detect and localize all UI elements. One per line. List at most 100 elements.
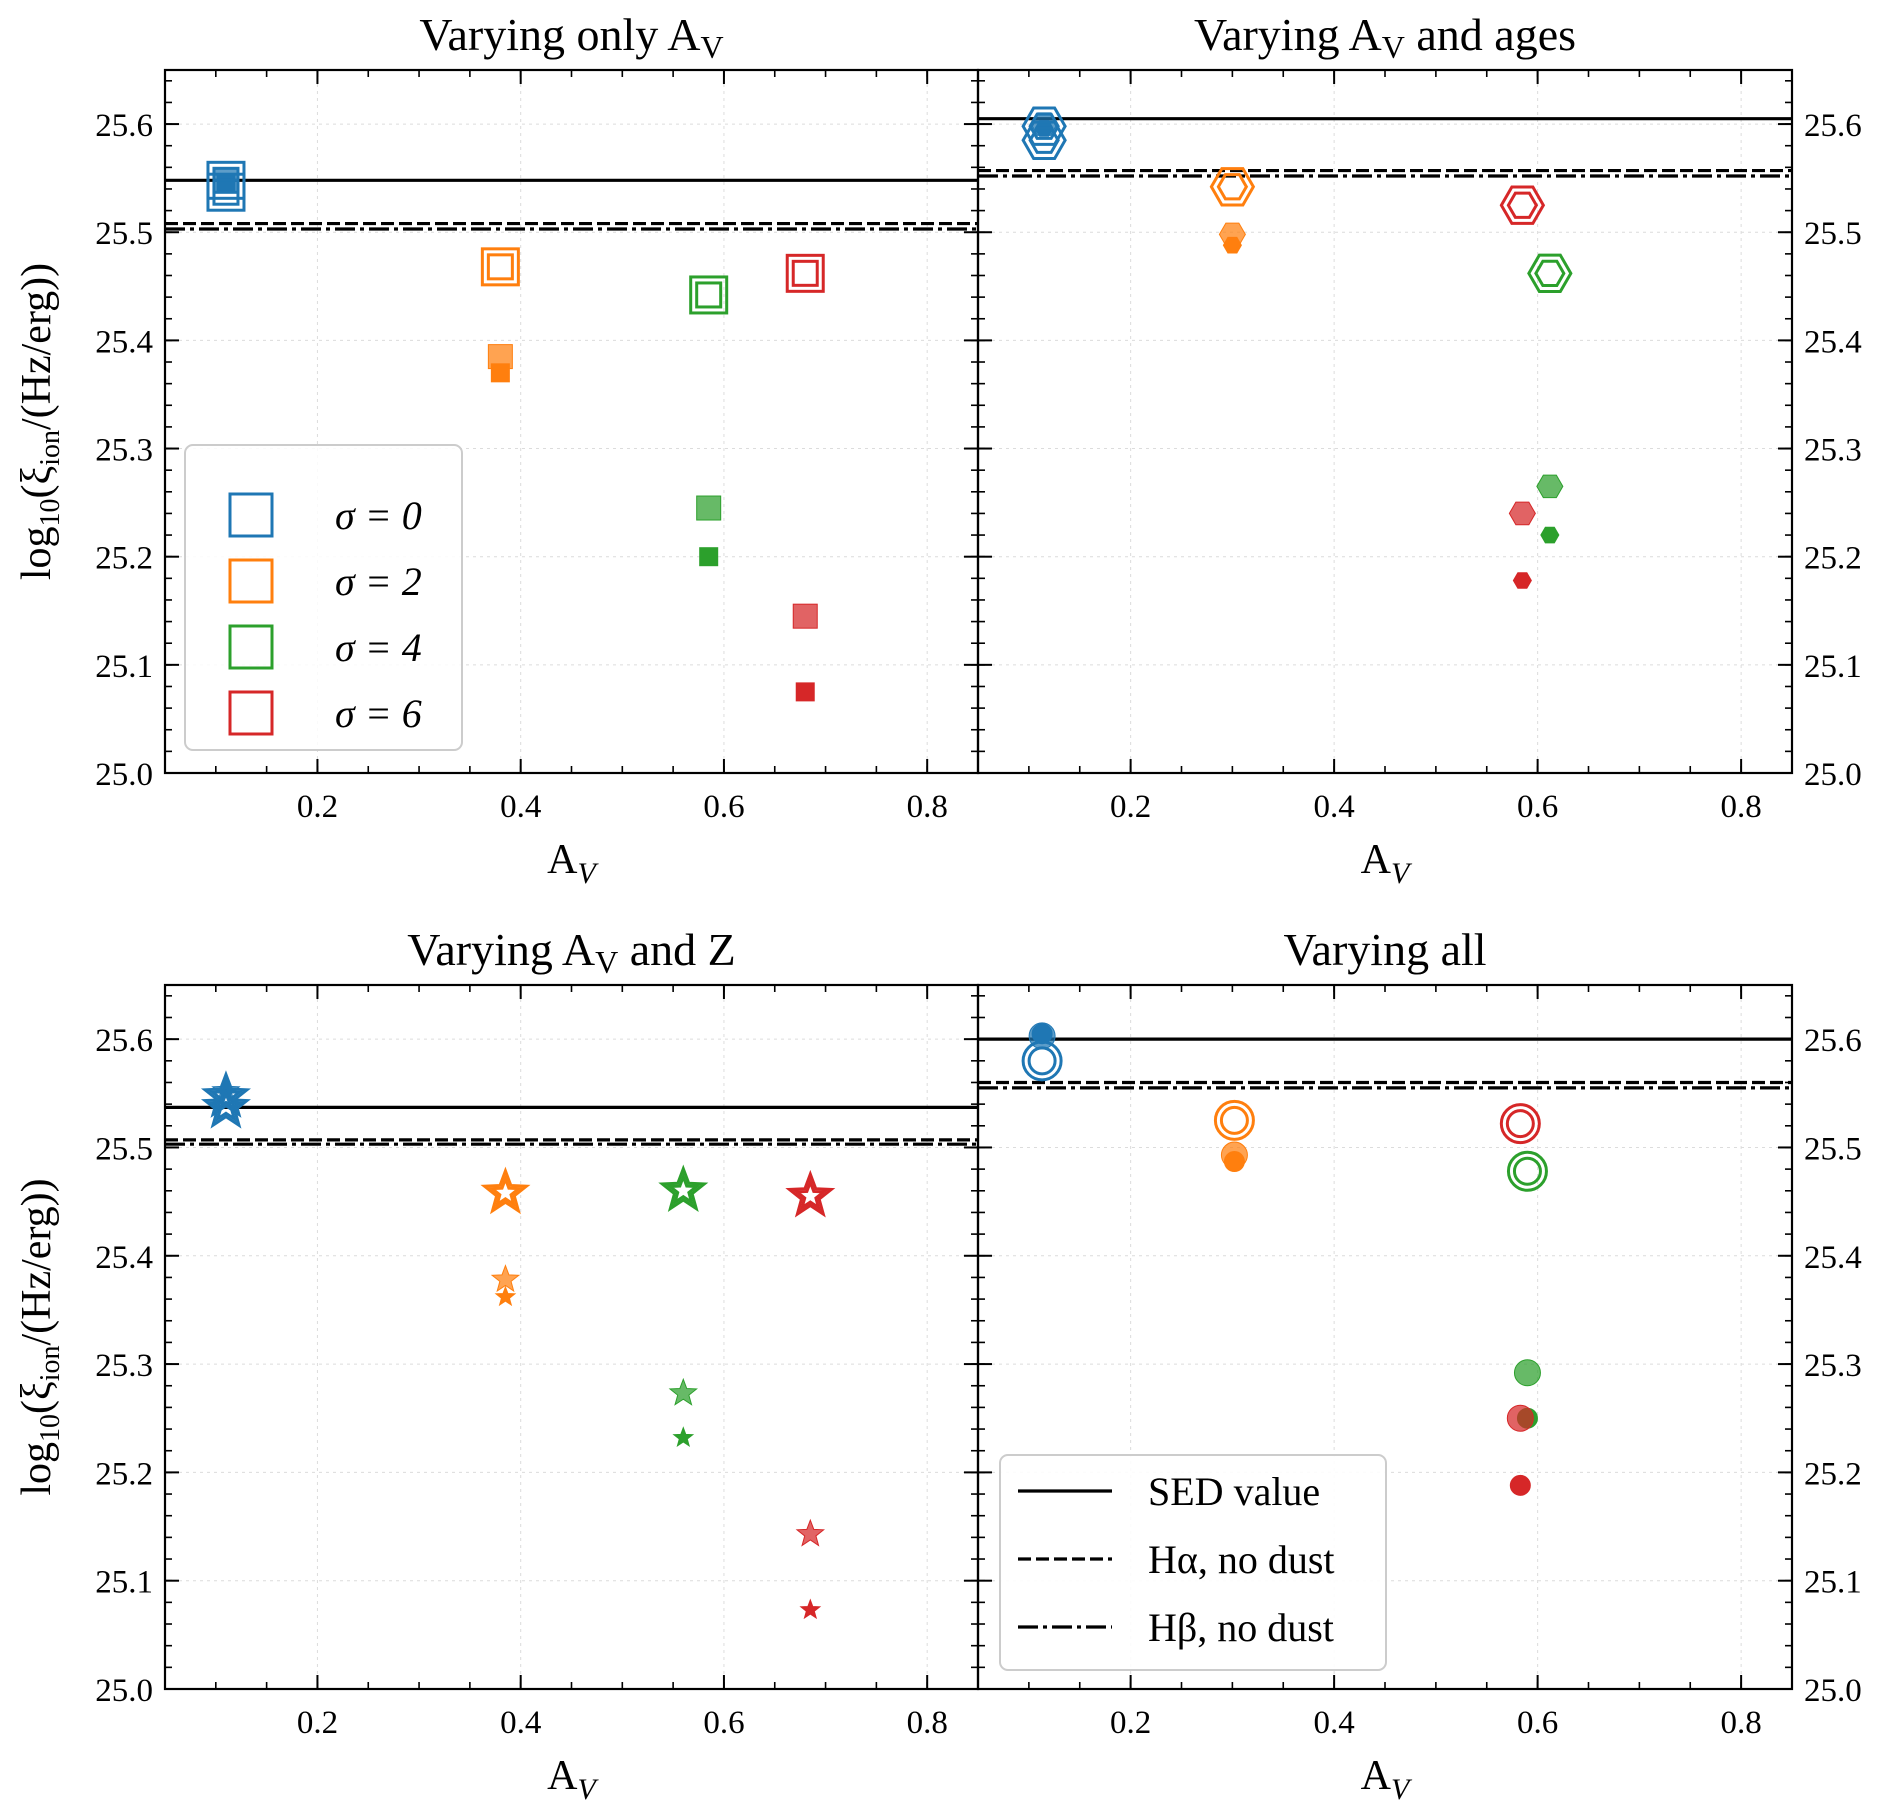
legend-box xyxy=(999,1454,1387,1671)
point-open-sigma4-inner xyxy=(695,281,723,309)
point-open-sigma6-outer xyxy=(785,253,825,293)
x-tick-label: 0.6 xyxy=(703,789,744,825)
panel-title-subscript: V xyxy=(701,29,724,65)
point-small-sigma2 xyxy=(1222,236,1242,254)
legend-label: σ = 0 xyxy=(335,493,422,538)
legend-swatch xyxy=(228,558,274,604)
panel-title-rest: and ages xyxy=(1405,9,1576,60)
y-tick-label: 25.1 xyxy=(1804,649,1862,685)
panel-top-left: 0.2 0.4 0.6 0.8 25.0 25.1 25.2 25.3 25.4 25.5 25.6… xyxy=(14,9,980,890)
panel-title-main: Varying all xyxy=(1283,924,1486,975)
point-small-sigma2 xyxy=(490,363,510,383)
y-tick-label: 25.4 xyxy=(1804,324,1862,360)
point-open-sigma6-outer xyxy=(785,1169,836,1218)
point-open-sigma6-outer xyxy=(1499,185,1546,225)
point-medium-sigma4 xyxy=(1536,474,1564,499)
x-axis-label-subscript: V xyxy=(578,857,600,890)
y-tick-label: 25.1 xyxy=(95,649,153,685)
point-open-sigma0-outer xyxy=(1021,1040,1063,1082)
point-small-sigma4 xyxy=(1540,526,1560,544)
y-label-part: log xyxy=(14,526,60,580)
y-tick-label: 25.3 xyxy=(95,433,153,469)
y-label-subscript: ion xyxy=(35,430,66,466)
point-medium-sigma2 xyxy=(490,1264,521,1293)
y-tick-label: 25.5 xyxy=(1804,1131,1862,1167)
y-tick-label: 25.0 xyxy=(1804,757,1862,793)
point-open-sigma2-outer xyxy=(480,1166,531,1215)
point-small-sigma2 xyxy=(494,1285,517,1307)
x-tick-label: 0.2 xyxy=(1110,1705,1151,1741)
y-tick-label: 25.4 xyxy=(95,324,153,360)
y-tick-label: 25.3 xyxy=(1804,433,1862,469)
point-open-sigma2-outer xyxy=(1213,1099,1255,1141)
point-medium-sigma4 xyxy=(668,1377,698,1406)
y-tick-label: 25.6 xyxy=(95,108,153,144)
y-tick-label: 25.6 xyxy=(1804,108,1862,144)
legend: SED value Hα, no dust Hβ, no dust xyxy=(999,1454,1387,1671)
x-axis-label-subscript: V xyxy=(1391,1773,1413,1806)
y-tick-label: 25.2 xyxy=(1804,1456,1862,1492)
grid xyxy=(978,70,1792,774)
panel-bottom-left: 0.2 0.4 0.6 0.8 25.0 25.1 25.2 25.3 25.4 25.5 25.6… xyxy=(14,924,980,1806)
point-open-sigma6-inner xyxy=(792,1177,828,1211)
x-axis-label-main: A xyxy=(1361,1753,1392,1799)
point-open-sigma0-outer xyxy=(200,1081,251,1129)
panel-title-subscript: V xyxy=(1382,29,1405,65)
x-axis-label: AV xyxy=(547,837,599,890)
y-label-subscript: 10 xyxy=(35,1414,66,1442)
point-medium-sigma6 xyxy=(792,603,818,629)
legend: σ = 0 σ = 2 σ = 4 σ = 6 xyxy=(184,444,463,751)
y-tick-label: 25.1 xyxy=(95,1565,153,1601)
legend-label: σ = 6 xyxy=(335,691,422,736)
point-small-sigma0 xyxy=(216,174,236,194)
legend-swatch xyxy=(228,492,274,538)
x-tick-label: 0.6 xyxy=(1517,1705,1558,1741)
y-tick-label: 25.3 xyxy=(95,1348,153,1384)
point-open-sigma0-inner xyxy=(1028,126,1060,154)
ticks xyxy=(978,70,1792,774)
point-open-sigma0-outer xyxy=(200,1070,251,1118)
x-tick-label: 0.2 xyxy=(297,789,338,825)
legend-swatch xyxy=(228,690,274,736)
y-tick-label: 25.5 xyxy=(95,216,153,252)
y-label-subscript: ion xyxy=(35,1345,66,1381)
y-label-part: (ξ xyxy=(14,466,60,499)
x-tick-label: 0.4 xyxy=(500,1705,541,1741)
point-small-sigma6 xyxy=(795,682,815,702)
point-open-sigma4-inner xyxy=(1512,1156,1542,1186)
x-tick-label: 0.4 xyxy=(500,789,541,825)
y-label-part: /(Hz/erg)) xyxy=(14,1178,60,1345)
x-tick-label: 0.8 xyxy=(907,1705,948,1741)
x-axis-label-subscript: V xyxy=(578,1773,600,1806)
ticks xyxy=(165,70,978,774)
legend-swatch xyxy=(228,624,274,670)
legend-box xyxy=(184,444,463,751)
y-label-part: log xyxy=(14,1442,60,1496)
point-open-sigma2-outer xyxy=(480,247,520,287)
y-tick-label: 25.0 xyxy=(95,757,153,793)
point-open-sigma4-inner xyxy=(1534,259,1566,287)
point-small-sigma4 xyxy=(699,547,719,567)
point-small-sigma0 xyxy=(1031,1023,1053,1045)
y-tick-label: 25.5 xyxy=(95,1131,153,1167)
y-tick-label: 25.3 xyxy=(1804,1348,1862,1384)
point-open-sigma4-outer xyxy=(689,275,729,315)
legend-label: σ = 4 xyxy=(335,625,422,670)
x-tick-label: 0.2 xyxy=(297,1705,338,1741)
x-axis-label-main: A xyxy=(547,837,578,883)
point-open-sigma0-inner xyxy=(208,1078,244,1112)
point-medium-sigma6 xyxy=(1508,501,1536,526)
panel-title: Varying AV and ages xyxy=(1194,9,1576,65)
ticks xyxy=(165,985,978,1690)
y-tick-label: 25.2 xyxy=(1804,541,1862,577)
x-tick-label: 0.6 xyxy=(1517,789,1558,825)
panel-title: Varying AV and Z xyxy=(407,924,735,980)
point-open-sigma2-inner xyxy=(1219,1105,1249,1135)
point-open-sigma6-outer xyxy=(1499,1103,1541,1145)
y-tick-label: 25.6 xyxy=(1804,1023,1862,1059)
point-medium-sigma6 xyxy=(795,1518,825,1547)
point-open-sigma6-inner xyxy=(791,259,819,287)
point-medium-sigma6 xyxy=(1506,1404,1534,1432)
point-open-sigma2-outer xyxy=(1209,167,1256,207)
point-open-sigma0-outer xyxy=(1021,120,1067,160)
